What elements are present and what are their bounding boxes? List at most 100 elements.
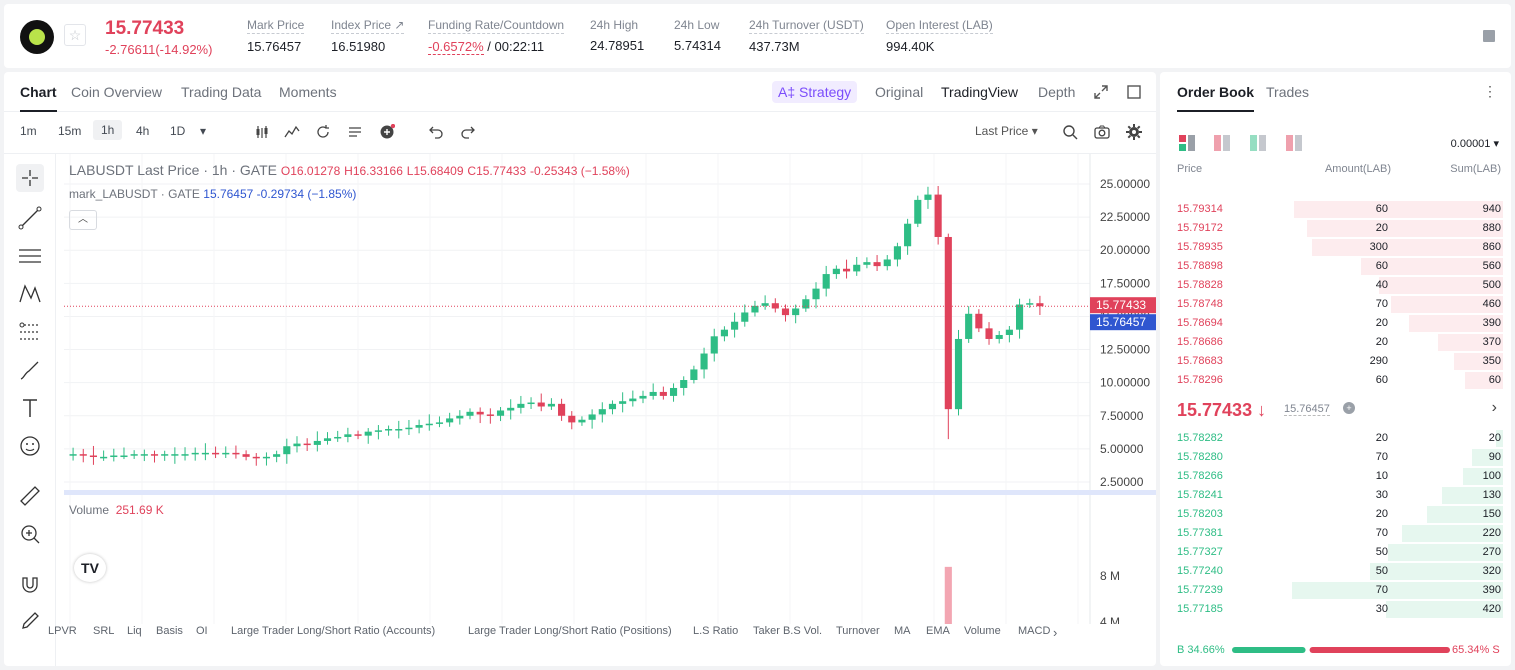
bid-row[interactable]: 15.78280 70 90 [1160, 448, 1511, 467]
indicator-oi[interactable]: OI [196, 625, 208, 637]
view-both-icon[interactable] [1179, 135, 1195, 151]
bid-row[interactable]: 15.77327 50 270 [1160, 543, 1511, 562]
indicator-macd[interactable]: MACD [1018, 625, 1051, 637]
indicators-icon[interactable] [284, 124, 300, 140]
text-tool-icon[interactable] [16, 394, 44, 422]
ask-row[interactable]: 15.78935 300 860 [1160, 238, 1511, 257]
ask-price: 15.78683 [1177, 355, 1223, 367]
turnover-label[interactable]: 24h Turnover (USDT) [749, 18, 864, 34]
redo-icon[interactable] [460, 124, 476, 140]
tab-order-book[interactable]: Order Book [1177, 84, 1255, 112]
replay-icon[interactable] [315, 124, 331, 140]
timeframe-15m[interactable]: 15m [58, 124, 82, 138]
precision-select[interactable]: 0.00001 ▾ [1450, 138, 1499, 150]
indicator-scroll-right-icon[interactable]: › [1053, 625, 1058, 640]
indicator-liq[interactable]: Liq [127, 625, 142, 637]
crosshair-tool-icon[interactable] [16, 164, 44, 192]
settings-gear-icon[interactable] [1126, 124, 1142, 140]
ask-sum: 880 [1482, 222, 1501, 234]
indicator-srl[interactable]: SRL [93, 625, 115, 637]
bid-row[interactable]: 15.77239 70 390 [1160, 581, 1511, 600]
funding-rate-label[interactable]: Funding Rate/Countdown [428, 18, 565, 34]
ask-row[interactable]: 15.78683 290 350 [1160, 352, 1511, 371]
bid-row[interactable]: 15.78241 30 130 [1160, 486, 1511, 505]
ask-amount: 40 [1375, 279, 1388, 291]
bid-row[interactable]: 15.78266 10 100 [1160, 467, 1511, 486]
indicator-ma[interactable]: MA [894, 625, 911, 637]
view-depth[interactable]: Depth [1038, 84, 1076, 100]
timeframe-1m[interactable]: 1m [20, 124, 37, 138]
ruler-tool-icon[interactable] [16, 482, 44, 510]
bid-row[interactable]: 15.77240 50 320 [1160, 562, 1511, 581]
tab-trading-data[interactable]: Trading Data [181, 84, 262, 100]
indicator-lpvr[interactable]: LPVR [48, 625, 77, 637]
tab-trades[interactable]: Trades [1266, 84, 1310, 100]
bid-row[interactable]: 15.77185 30 420 [1160, 600, 1511, 619]
volume-legend-value: 251.69 K [115, 503, 164, 517]
timeframe-dropdown-icon[interactable]: ▾ [200, 124, 207, 138]
price-chart[interactable]: 25.0000022.5000020.0000017.5000015.00000… [56, 154, 1156, 624]
bid-row[interactable]: 15.78282 20 20 [1160, 429, 1511, 448]
indicator-volume[interactable]: Volume [964, 625, 1001, 637]
timeframe-4h[interactable]: 4h [136, 124, 150, 138]
indicator-ls-positions[interactable]: Large Trader Long/Short Ratio (Positions… [468, 625, 672, 637]
bid-row[interactable]: 15.77381 70 220 [1160, 524, 1511, 543]
bid-price: 15.77381 [1177, 527, 1223, 539]
collapse-legend-icon[interactable]: ︿ [69, 210, 97, 230]
search-icon[interactable] [1062, 124, 1078, 140]
tab-coin-overview[interactable]: Coin Overview [71, 84, 163, 100]
view-bids-icon[interactable] [1250, 135, 1266, 151]
ask-row[interactable]: 15.78686 20 370 [1160, 333, 1511, 352]
magnet-icon[interactable] [16, 570, 44, 598]
pattern-tool-icon[interactable] [16, 280, 44, 308]
price-type-select[interactable]: Last Price ▾ [975, 124, 1038, 138]
camera-icon[interactable] [1094, 124, 1110, 140]
brush-tool-icon[interactable] [16, 356, 44, 384]
timeframe-1h[interactable]: 1h [93, 120, 123, 140]
indicator-ema[interactable]: EMA [926, 625, 950, 637]
view-asks-icon[interactable] [1214, 135, 1230, 151]
timeframe-1d[interactable]: 1D [170, 124, 186, 138]
ask-sum: 500 [1482, 279, 1501, 291]
candle [212, 452, 220, 455]
fib-channel-tool-icon[interactable] [16, 242, 44, 270]
indicator-ls-ratio[interactable]: L.S Ratio [693, 625, 739, 637]
lock-drawing-icon[interactable] [16, 606, 44, 634]
ask-row[interactable]: 15.78748 70 460 [1160, 295, 1511, 314]
trendline-tool-icon[interactable] [16, 204, 44, 232]
undo-icon[interactable] [428, 124, 444, 140]
view-tradingview[interactable]: TradingView [941, 84, 1019, 100]
view-asks-only-icon[interactable] [1286, 135, 1302, 151]
mark-price-label[interactable]: Mark Price [247, 18, 305, 34]
tab-moments[interactable]: Moments [279, 84, 337, 100]
indicator-basis[interactable]: Basis [156, 625, 183, 637]
index-price-label[interactable]: Index Price ↗ [331, 18, 405, 34]
fib-retracement-tool-icon[interactable] [16, 318, 44, 346]
ask-row[interactable]: 15.78296 60 60 [1160, 371, 1511, 390]
indicator-ls-accounts[interactable]: Large Trader Long/Short Ratio (Accounts) [231, 625, 436, 637]
view-original[interactable]: Original [875, 84, 924, 100]
ask-row[interactable]: 15.78828 40 500 [1160, 276, 1511, 295]
favorite-star-icon[interactable]: ☆ [64, 24, 86, 46]
strategy-button[interactable]: A‡ Strategy [772, 81, 858, 103]
template-icon[interactable] [347, 124, 363, 140]
ask-row[interactable]: 15.79172 20 880 [1160, 219, 1511, 238]
ask-row[interactable]: 15.79314 60 940 [1160, 200, 1511, 219]
ask-row[interactable]: 15.78898 60 560 [1160, 257, 1511, 276]
bid-row[interactable]: 15.78203 20 150 [1160, 505, 1511, 524]
chevron-right-icon[interactable]: › [1491, 399, 1497, 416]
window-icon[interactable] [1127, 85, 1141, 99]
indicator-taker-vol[interactable]: Taker B.S Vol. [753, 625, 823, 637]
ask-row[interactable]: 15.78694 20 390 [1160, 314, 1511, 333]
candle-type-icon[interactable] [254, 124, 270, 140]
emoji-tool-icon[interactable] [16, 432, 44, 460]
document-icon[interactable] [1483, 30, 1495, 42]
expand-icon[interactable] [1094, 85, 1108, 99]
tab-chart[interactable]: Chart [20, 84, 57, 112]
more-menu-icon[interactable]: ⋮ [1483, 83, 1497, 99]
indicator-turnover[interactable]: Turnover [836, 625, 880, 637]
add-indicator-icon[interactable] [379, 124, 395, 140]
open-interest-label[interactable]: Open Interest (LAB) [886, 18, 993, 34]
zoom-in-icon[interactable] [16, 520, 44, 548]
volume-legend-name: Volume [69, 503, 110, 517]
